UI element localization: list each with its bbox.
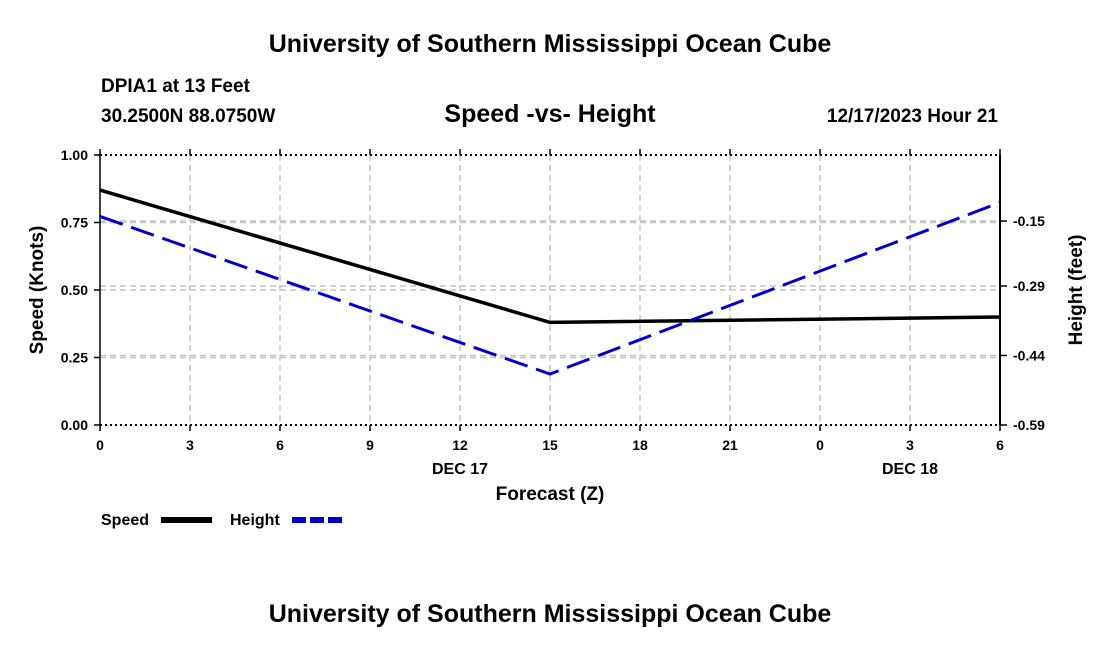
- footer-title: University of Southern Mississippi Ocean…: [268, 600, 832, 628]
- series-line-speed: [99, 188, 1001, 325]
- y-tick-label-left: 0.75: [61, 215, 88, 231]
- y-tick-label-right: -0.44: [1013, 347, 1045, 363]
- y-tick-label-left: 1.00: [61, 147, 88, 163]
- date-label: DEC 17: [432, 461, 488, 478]
- x-tick-label: 12: [452, 437, 468, 453]
- y-axis-label-left: Speed (Knots): [27, 226, 48, 355]
- y-axis-label-right: Height (feet): [1066, 235, 1087, 346]
- page-title: University of Southern Mississippi Ocean…: [268, 30, 832, 58]
- grid: [100, 155, 1000, 425]
- x-tick-label: 9: [366, 437, 374, 453]
- axis-labels: Forecast (Z) Speed (Knots) Height (feet)…: [27, 147, 1087, 505]
- y-tick-label-left: 0.50: [61, 282, 88, 298]
- forecast-datetime: 12/17/2023 Hour 21: [826, 106, 998, 127]
- x-tick-label: 0: [96, 437, 104, 453]
- chart-title: Speed -vs- Height: [444, 100, 656, 128]
- x-tick-label: 21: [722, 437, 738, 453]
- x-tick-label: 6: [276, 437, 284, 453]
- x-tick-label: 6: [996, 437, 1004, 453]
- station-coordinates: 30.2500N 88.0750W: [101, 106, 276, 127]
- x-tick-label: 18: [632, 437, 648, 453]
- x-tick-label: 3: [906, 437, 914, 453]
- y-tick-label-right: -0.59: [1013, 417, 1045, 433]
- legend: Speed Height: [101, 512, 343, 529]
- x-tick-label: 3: [186, 437, 194, 453]
- y-tick-label-left: 0.00: [61, 417, 88, 433]
- y-tick-label-left: 0.25: [61, 350, 88, 366]
- series-line-height: [99, 201, 1001, 376]
- x-axis-label: Forecast (Z): [496, 484, 605, 505]
- date-label: DEC 18: [882, 461, 938, 478]
- series: [99, 188, 1001, 376]
- y-tick-label-right: -0.15: [1013, 213, 1045, 229]
- x-tick-label: 15: [542, 437, 558, 453]
- y-tick-label-right: -0.29: [1013, 278, 1045, 294]
- x-tick-label: 0: [816, 437, 824, 453]
- station-label: DPIA1 at 13 Feet: [101, 76, 250, 97]
- legend-label-height: Height: [230, 512, 280, 529]
- legend-label-speed: Speed: [101, 512, 149, 529]
- axes: [94, 149, 1007, 431]
